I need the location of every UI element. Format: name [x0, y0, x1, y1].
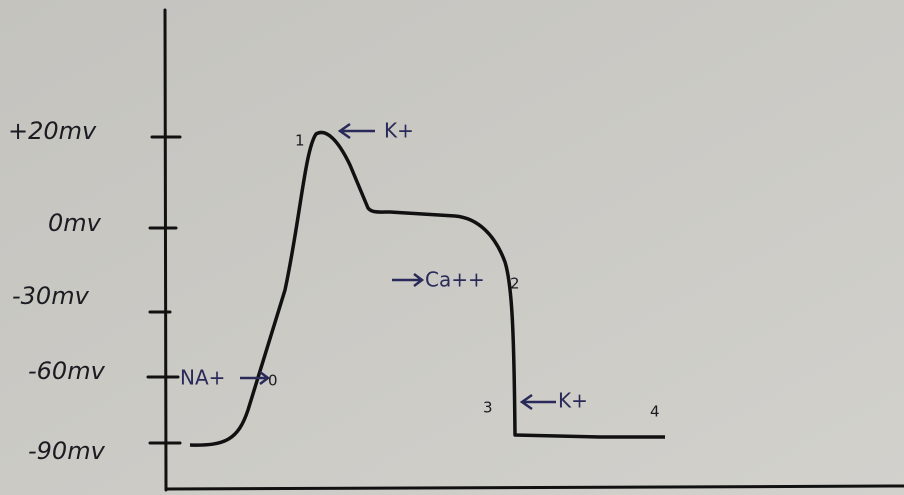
phase-label: 0	[268, 372, 278, 390]
diagram: +20mv 0mv -30mv -60mv -90mv K+ Ca++ NA+ …	[0, 0, 904, 495]
annotation: K+	[384, 119, 414, 143]
phase-label: 4	[650, 403, 660, 421]
annotation: K+	[558, 389, 588, 413]
annotation: NA+	[180, 366, 225, 390]
phase-label: 2	[510, 275, 520, 293]
y-label: -30mv	[12, 282, 90, 310]
page: +20mv 0mv -30mv -60mv -90mv K+ Ca++ NA+ …	[0, 0, 904, 495]
phase-label: 1	[295, 132, 305, 150]
y-axis	[165, 10, 166, 490]
paper	[0, 0, 904, 495]
y-label: +20mv	[8, 117, 97, 145]
y-label: 0mv	[48, 209, 102, 237]
annotation: Ca++	[425, 268, 485, 292]
phase-label: 3	[483, 399, 493, 417]
y-label: -60mv	[28, 357, 106, 385]
y-label: -90mv	[28, 437, 106, 465]
